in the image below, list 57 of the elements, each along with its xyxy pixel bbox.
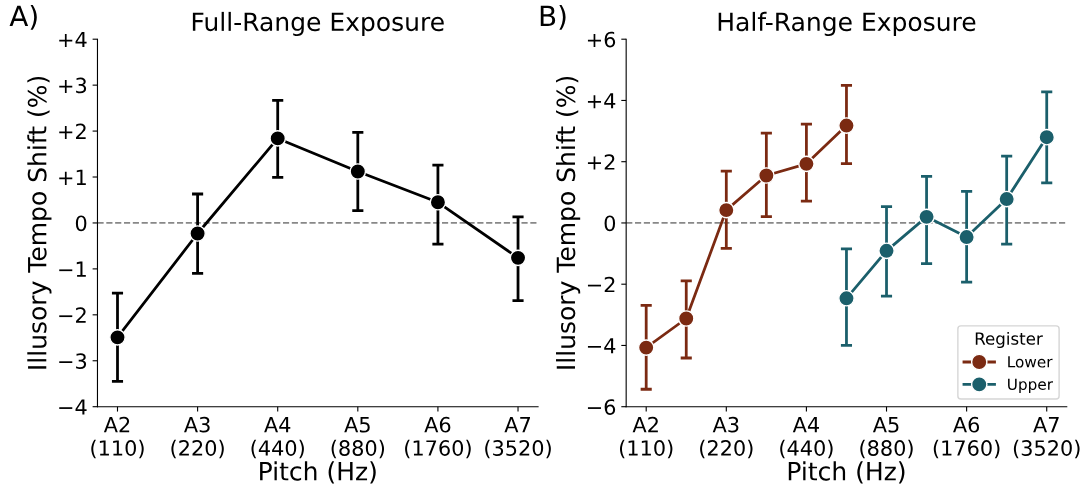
text: A) [9, 5, 37, 30]
y-tick-label: +1 [59, 169, 86, 185]
legend-title: Register [975, 331, 1043, 349]
y-tick-label: −4 [587, 338, 616, 354]
legend-label: Lower [1008, 356, 1053, 368]
chart-title: Half-Range Exposure [718, 11, 976, 37]
x-axis-title: Pitch (Hz) [788, 461, 905, 484]
x-tick-label: A6 (1760) [405, 416, 471, 459]
point [838, 289, 855, 307]
y-tick-label: −2 [59, 307, 86, 323]
x-tick-label: A3 (220) [700, 416, 753, 459]
y-tick-label: +6 [587, 31, 616, 48]
point [798, 155, 815, 173]
y-tick-label: −2 [587, 276, 615, 293]
y-axis-title: Illusory Tempo Shift (%) [555, 76, 581, 369]
point [918, 208, 935, 226]
x-tick-label: A7 (3520) [1013, 417, 1080, 459]
x-tick-label: A5 (880) [860, 417, 913, 459]
y-tick-label: +2 [587, 154, 615, 170]
y-tick-label: −1 [59, 261, 86, 277]
y-tick-label: +4 [59, 31, 87, 48]
x-tick-label: A7 (3520) [485, 417, 551, 459]
point [717, 201, 735, 219]
x-tick-label: A4 (440) [251, 417, 304, 459]
y-tick-label: 0 [75, 215, 87, 232]
point [349, 163, 367, 180]
point [637, 339, 655, 356]
y-tick-label: +3 [59, 77, 87, 94]
y-tick-label: −6 [587, 399, 616, 415]
point [1038, 128, 1056, 146]
y-tick-label: +4 [587, 93, 616, 109]
y-axis-title: Illusory Tempo Shift (%) [27, 76, 52, 369]
chart-title: Full-Range Exposure [192, 11, 444, 37]
x-tick-label: A2 (110) [619, 416, 673, 459]
point [758, 167, 775, 184]
point [269, 130, 287, 147]
point [998, 190, 1016, 208]
point [109, 329, 126, 346]
point [189, 225, 206, 242]
point [429, 193, 447, 211]
x-tick-label: A2 (110) [91, 416, 144, 459]
x-tick-label: A3 (220) [171, 416, 224, 459]
point [838, 117, 855, 134]
x-axis-title: Pitch (Hz) [260, 461, 376, 484]
x-tick-label: A6 (1760) [933, 416, 1000, 459]
y-tick-label: −4 [59, 399, 87, 415]
y-tick-label: +2 [59, 123, 86, 139]
legend-label: Upper [1008, 378, 1053, 393]
y-tick-label: −3 [59, 353, 87, 369]
point [878, 242, 895, 260]
point [509, 249, 527, 267]
text: B) [540, 5, 566, 30]
y-tick-label: 0 [604, 215, 616, 232]
point [958, 228, 975, 246]
x-tick-label: A4 (440) [780, 417, 833, 459]
point [677, 310, 695, 327]
x-tick-label: A5 (880) [331, 417, 385, 459]
